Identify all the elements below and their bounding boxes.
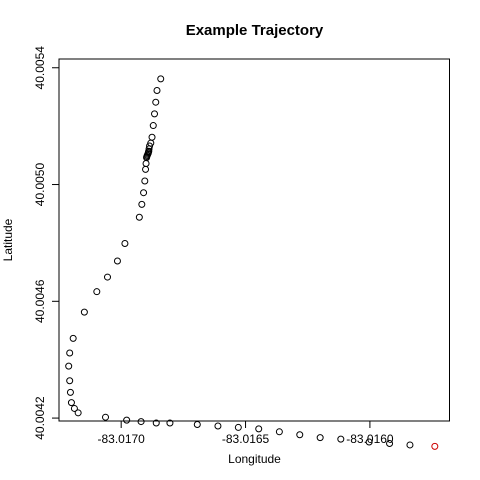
y-tick-label: 40.0050 [33,163,47,207]
data-point [365,438,373,446]
data-point [337,435,345,443]
x-tick-label: -83.0165 [222,432,270,446]
data-point [70,404,78,412]
data-point [153,87,161,95]
y-axis: 40.0042 40.0046 40.0050 40.0054 [33,46,60,440]
data-points [65,75,439,450]
data-point [137,418,145,426]
data-point [166,419,174,427]
x-tick-label: -83.0170 [97,432,145,446]
data-point [234,423,242,431]
data-point [80,308,88,316]
data-point [140,189,148,197]
x-axis-label: Longitude [228,452,281,466]
data-point [142,160,150,168]
chart-title: Example Trajectory [186,22,324,39]
highlighted-point [431,442,439,450]
data-point [193,421,201,429]
data-point [65,362,73,370]
data-point [149,122,157,130]
y-tick-label: 40.0046 [33,279,47,323]
data-point [66,388,74,396]
data-point [148,133,156,141]
data-point [275,428,283,436]
data-point [152,98,160,106]
data-point [214,422,222,430]
data-point [123,416,131,424]
data-point [74,409,82,417]
data-point [151,110,159,118]
data-point [93,288,101,296]
data-point [316,434,324,442]
data-point [157,75,165,83]
data-point [142,165,150,173]
data-point [66,377,74,385]
data-point [386,439,394,447]
data-point [67,399,75,407]
plot-frame [58,58,450,422]
data-point [121,240,129,248]
data-point [113,257,121,265]
y-tick-label: 40.0042 [33,396,47,440]
data-point [152,419,160,427]
data-point [69,334,77,342]
y-tick-label: 40.0054 [33,46,47,90]
data-point [296,431,304,439]
data-point [141,177,149,185]
y-axis-label: Latitude [1,218,15,261]
data-point [102,413,110,421]
data-point [145,145,153,153]
data-point [138,200,146,208]
data-point [66,349,74,357]
data-point [104,273,112,281]
x-axis: -83.0170 -83.0165 -83.0160 [97,420,394,446]
data-point [255,425,263,433]
data-point [135,213,143,221]
data-point [406,441,414,449]
